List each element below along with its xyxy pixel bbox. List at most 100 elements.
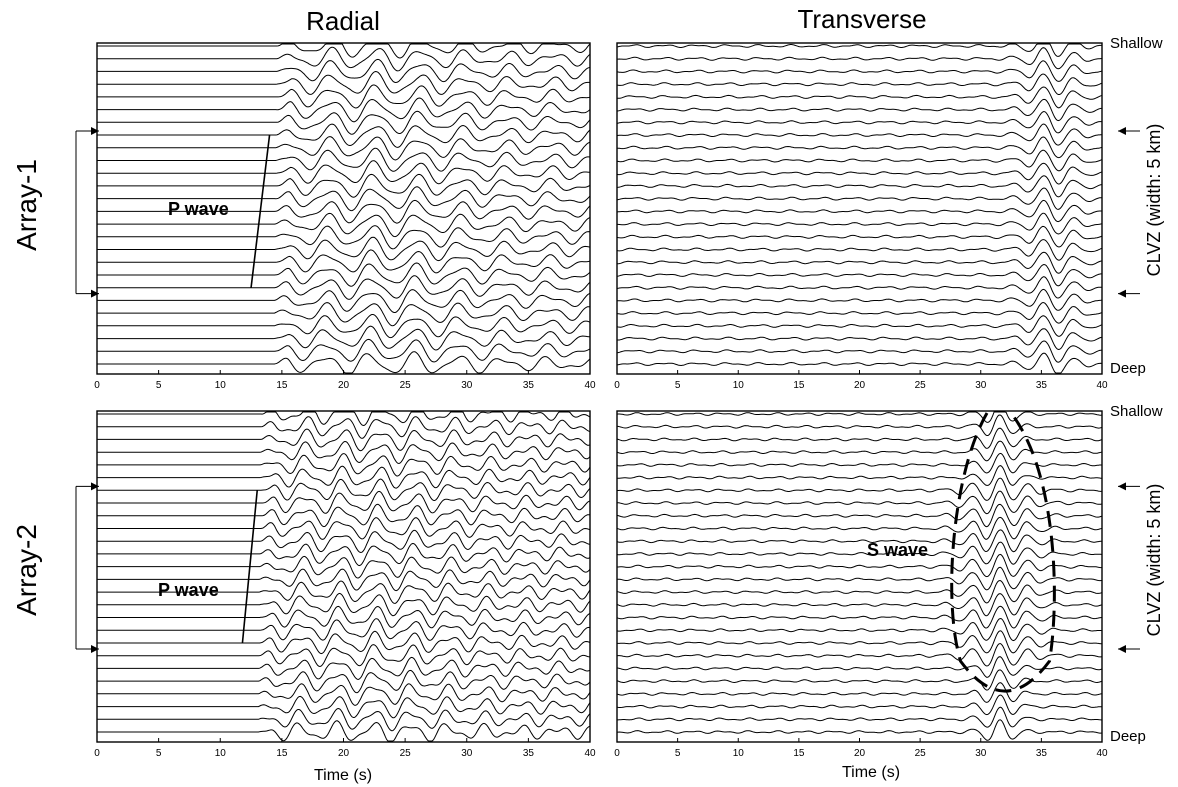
waveform-trace (97, 325, 590, 351)
x-axis: 0 5 10 15 20 25 30 35 40 (614, 370, 1108, 391)
waveform-trace (617, 477, 1103, 501)
waveform-trace (616, 427, 1103, 449)
x-tick-label: 25 (915, 748, 927, 759)
waveform-trace (616, 411, 1103, 423)
x-axis-title-transverse: Time (s) (842, 764, 900, 781)
waveform-trace (97, 46, 591, 72)
x-tick-label: 30 (975, 380, 987, 391)
waveform-trace (97, 503, 591, 528)
waveform-trace (616, 276, 1102, 299)
clvz-brackets (75, 127, 1140, 653)
waveform-trace (616, 175, 1103, 198)
x-tick-label: 5 (675, 748, 681, 759)
waveform-trace (97, 707, 591, 732)
waveform-trace (616, 225, 1103, 248)
waveform-trace (617, 251, 1103, 274)
column-title-transverse: Transverse (797, 4, 926, 34)
waveform-trace (97, 669, 591, 694)
waveform-trace (616, 239, 1103, 261)
waveform-trace (97, 592, 591, 617)
x-tick-label: 0 (94, 748, 100, 759)
waveform-trace (97, 605, 591, 629)
waveform-trace (97, 43, 591, 59)
panel-array1-transverse: 0 5 10 15 20 25 30 35 40 (614, 42, 1108, 391)
waveform-trace (617, 706, 1103, 728)
waveform-trace (97, 351, 591, 374)
waveform-trace (97, 262, 591, 287)
waveform-trace (97, 173, 591, 198)
waveform-trace (97, 440, 591, 465)
x-tick-label: 10 (215, 380, 227, 391)
x-axis: 0 5 10 15 20 25 30 35 40 (94, 738, 596, 759)
waveform-trace (97, 428, 591, 452)
x-axis: 0 5 10 15 20 25 30 35 40 (614, 738, 1108, 759)
waveform-trace (616, 315, 1103, 337)
waveform-trace (616, 503, 1103, 528)
x-tick-label: 5 (156, 380, 162, 391)
x-axis: 0 5 10 15 20 25 30 35 40 (94, 370, 596, 391)
x-tick-label: 15 (276, 380, 288, 391)
waveform-trace (97, 123, 591, 148)
panel-array2-transverse: 0 5 10 15 20 25 30 35 40 (614, 410, 1108, 759)
waveform-trace (97, 695, 591, 719)
waveform-trace (617, 328, 1103, 351)
x-tick-label: 5 (156, 748, 162, 759)
waveform-trace (616, 136, 1103, 159)
waveform-trace (616, 656, 1103, 678)
x-tick-label: 15 (793, 380, 805, 391)
waveform-trace (616, 529, 1103, 553)
panel-array2-radial: 0 5 10 15 20 25 30 35 40 (94, 410, 596, 759)
waveform-trace (616, 199, 1102, 223)
x-tick-label: 20 (854, 380, 866, 391)
plot-frame (96, 410, 591, 743)
waveform-trace (97, 490, 591, 514)
waveform-trace (97, 542, 591, 567)
waveform-trace (97, 199, 591, 224)
waveform-trace (97, 411, 591, 427)
waveform-trace (617, 566, 1103, 591)
x-tick-label: 0 (614, 748, 620, 759)
p-wave-label-array-1: P wave (168, 199, 229, 219)
arrow-head-icon (91, 482, 99, 491)
waveform-trace (97, 97, 591, 123)
arrow-head-icon (1118, 127, 1126, 136)
deep-label-bottom: Deep (1110, 728, 1146, 745)
arrow-head-icon (1118, 482, 1126, 491)
arrow-head-icon (1118, 644, 1126, 653)
waveform-trace (97, 225, 591, 250)
x-tick-label: 25 (400, 380, 412, 391)
waveform-trace (97, 110, 591, 135)
x-tick-label: 35 (523, 748, 535, 759)
waveform-trace (97, 302, 591, 327)
waveform-trace (616, 110, 1102, 134)
waveform-trace (97, 580, 591, 604)
x-tick-label: 20 (338, 380, 350, 391)
waveform-trace (616, 490, 1103, 515)
s-wave-outline (950, 412, 1056, 693)
waveform-trace (616, 682, 1103, 703)
waveform-trace (617, 553, 1102, 578)
waveform-trace (97, 555, 591, 579)
waveform-trace (97, 289, 591, 313)
waveform-trace (616, 541, 1103, 565)
waveform-trace (616, 642, 1103, 667)
waveform-trace (616, 98, 1102, 122)
x-tick-label: 10 (733, 380, 745, 391)
waveform-trace (97, 249, 591, 274)
waveform-trace (97, 529, 591, 554)
waveform-trace (97, 644, 591, 668)
waveform-trace (97, 136, 591, 161)
waveform-trace (616, 352, 1103, 374)
waveform-trace (97, 186, 591, 212)
waveform-trace (97, 416, 591, 439)
arrow-head-icon (91, 644, 99, 653)
waveform-trace (97, 314, 591, 339)
waveform-trace (617, 719, 1103, 741)
waveform-trace (97, 58, 591, 84)
waveform-trace (97, 478, 591, 502)
waveform-trace (97, 147, 591, 172)
x-tick-label: 20 (338, 748, 350, 759)
waveform-trace (616, 452, 1102, 474)
x-tick-label: 30 (461, 748, 473, 759)
